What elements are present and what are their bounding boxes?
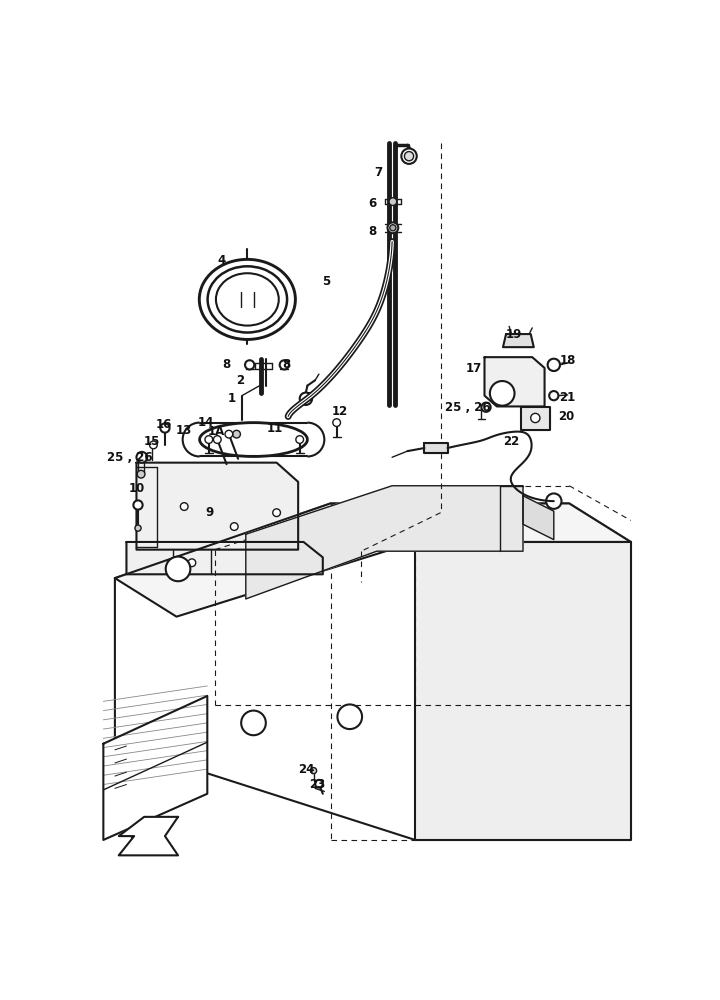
Circle shape — [315, 780, 323, 788]
Text: 2: 2 — [236, 374, 245, 387]
Text: 12: 12 — [332, 405, 348, 418]
Circle shape — [188, 559, 196, 567]
Circle shape — [546, 493, 562, 509]
Circle shape — [161, 423, 170, 433]
Text: 16: 16 — [156, 418, 171, 431]
Polygon shape — [115, 503, 631, 617]
Polygon shape — [415, 542, 631, 840]
Circle shape — [548, 359, 560, 371]
Circle shape — [387, 222, 398, 233]
Circle shape — [390, 225, 396, 231]
Circle shape — [482, 403, 490, 412]
Polygon shape — [425, 443, 448, 453]
Polygon shape — [119, 817, 178, 855]
Text: B: B — [174, 562, 183, 575]
Circle shape — [279, 360, 289, 369]
Circle shape — [245, 360, 254, 369]
Text: 1A: 1A — [208, 425, 225, 438]
Circle shape — [230, 523, 238, 530]
Text: 19: 19 — [505, 328, 522, 341]
Text: 21: 21 — [559, 391, 576, 404]
Circle shape — [310, 768, 317, 774]
Circle shape — [300, 393, 312, 405]
Text: 5: 5 — [323, 275, 330, 288]
Text: FRONT: FRONT — [129, 830, 167, 842]
Text: 13: 13 — [176, 424, 192, 437]
Polygon shape — [137, 463, 298, 550]
Circle shape — [180, 503, 188, 510]
Polygon shape — [503, 334, 534, 347]
Text: 8: 8 — [222, 358, 230, 371]
Text: 8: 8 — [369, 225, 377, 238]
Polygon shape — [521, 407, 550, 430]
Polygon shape — [246, 486, 523, 599]
Circle shape — [338, 704, 362, 729]
Text: 18: 18 — [559, 354, 576, 367]
Circle shape — [531, 413, 540, 423]
Polygon shape — [485, 357, 544, 406]
Text: 22: 22 — [503, 435, 520, 448]
Circle shape — [549, 391, 559, 400]
Text: 4: 4 — [217, 254, 225, 267]
Text: B: B — [248, 716, 258, 729]
Circle shape — [389, 198, 397, 205]
Text: 25 , 26: 25 , 26 — [445, 401, 490, 414]
Circle shape — [490, 381, 515, 406]
Circle shape — [405, 152, 414, 161]
Text: 3: 3 — [305, 391, 313, 404]
Circle shape — [138, 470, 145, 478]
Circle shape — [225, 430, 233, 438]
Polygon shape — [104, 696, 207, 840]
Text: 23: 23 — [310, 778, 325, 791]
Circle shape — [241, 711, 266, 735]
Text: 1: 1 — [228, 392, 236, 405]
Circle shape — [150, 441, 157, 449]
Circle shape — [333, 419, 341, 426]
Polygon shape — [115, 503, 631, 840]
Text: 11: 11 — [267, 422, 283, 434]
Text: 8: 8 — [282, 358, 291, 371]
Text: 14: 14 — [197, 416, 214, 429]
Text: 10: 10 — [128, 482, 145, 495]
Text: 24: 24 — [297, 763, 314, 776]
Circle shape — [401, 148, 417, 164]
Circle shape — [273, 509, 281, 517]
Text: 7: 7 — [374, 166, 382, 179]
Circle shape — [296, 436, 304, 443]
Circle shape — [166, 557, 190, 581]
Text: 25 , 26: 25 , 26 — [107, 451, 153, 464]
Circle shape — [133, 500, 143, 510]
Circle shape — [135, 525, 141, 531]
Circle shape — [213, 436, 221, 443]
Text: 20: 20 — [558, 410, 575, 423]
Circle shape — [205, 436, 212, 443]
Polygon shape — [127, 542, 323, 574]
Circle shape — [233, 430, 240, 438]
Circle shape — [137, 452, 148, 463]
Text: 9: 9 — [205, 506, 214, 519]
Text: A: A — [498, 387, 507, 400]
Polygon shape — [523, 496, 554, 540]
Text: A: A — [345, 710, 354, 723]
Text: 15: 15 — [144, 435, 160, 448]
Text: 17: 17 — [466, 362, 482, 375]
Text: 6: 6 — [369, 197, 377, 210]
